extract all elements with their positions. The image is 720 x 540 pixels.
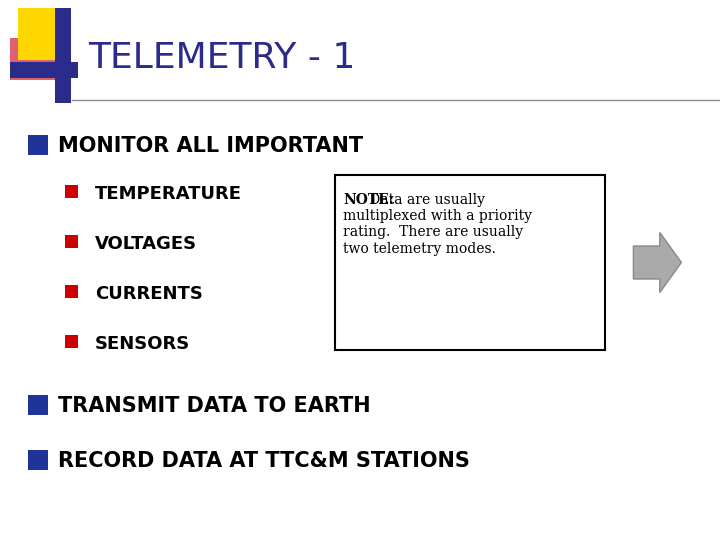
Bar — [65, 235, 78, 248]
Bar — [55, 8, 71, 103]
Bar — [28, 450, 48, 470]
Bar — [65, 285, 78, 298]
Text: VOLTAGES: VOLTAGES — [95, 235, 197, 253]
Bar — [28, 395, 48, 415]
Bar — [10, 38, 58, 80]
Bar — [65, 185, 78, 198]
Text: CURRENTS: CURRENTS — [95, 285, 203, 303]
Text: Data are usually
multiplexed with a priority
rating.  There are usually
two tele: Data are usually multiplexed with a prio… — [343, 193, 532, 255]
Text: RECORD DATA AT TTC&M STATIONS: RECORD DATA AT TTC&M STATIONS — [58, 451, 470, 471]
Text: TELEMETRY - 1: TELEMETRY - 1 — [88, 41, 356, 75]
Text: SENSORS: SENSORS — [95, 335, 190, 353]
Bar — [10, 62, 78, 78]
Bar — [65, 335, 78, 348]
Text: NOTE:: NOTE: — [343, 193, 394, 207]
Polygon shape — [634, 233, 681, 293]
Bar — [335, 175, 605, 350]
Text: TEMPERATURE: TEMPERATURE — [95, 185, 242, 203]
Text: TRANSMIT DATA TO EARTH: TRANSMIT DATA TO EARTH — [58, 396, 371, 416]
Bar — [18, 8, 70, 60]
Bar — [28, 135, 48, 155]
Text: MONITOR ALL IMPORTANT: MONITOR ALL IMPORTANT — [58, 136, 363, 156]
